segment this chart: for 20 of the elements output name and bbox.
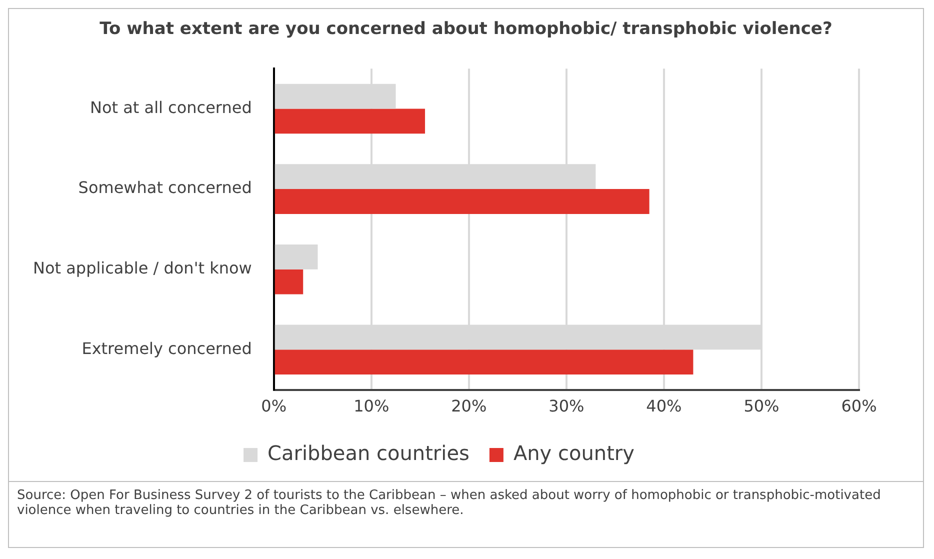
x-tick-label: 20% bbox=[451, 396, 487, 416]
bar bbox=[274, 189, 650, 214]
x-tick-label: 0% bbox=[261, 396, 287, 416]
y-tick-label: Somewhat concerned bbox=[78, 178, 252, 198]
x-tick-label: 60% bbox=[841, 396, 877, 416]
bar bbox=[274, 108, 426, 134]
bar bbox=[274, 269, 304, 294]
x-tick-label: 50% bbox=[744, 396, 780, 416]
x-tick-label: 40% bbox=[646, 396, 682, 416]
source-note: Source: Open For Business Survey 2 of tourists to the Caribbean – when asked about worry of homophobic or transphobic-motivated violence when traveling to countries in the Caribbean vs. elsewhere. bbox=[17, 488, 882, 518]
bar bbox=[274, 244, 318, 270]
x-tick-label: 30% bbox=[548, 396, 584, 416]
legend-label: Any country bbox=[513, 441, 635, 466]
y-tick-label: Not applicable / don't know bbox=[33, 258, 252, 278]
legend-label: Caribbean countries bbox=[268, 441, 470, 466]
y-tick-label: Not at all concerned bbox=[90, 98, 252, 117]
y-tick-label: Extremely concerned bbox=[82, 338, 252, 358]
x-tick-label: 10% bbox=[354, 396, 390, 416]
bar bbox=[274, 350, 694, 375]
chart-title: To what extent are you concerned about homophobic/ transphobic violence? bbox=[98, 18, 834, 41]
